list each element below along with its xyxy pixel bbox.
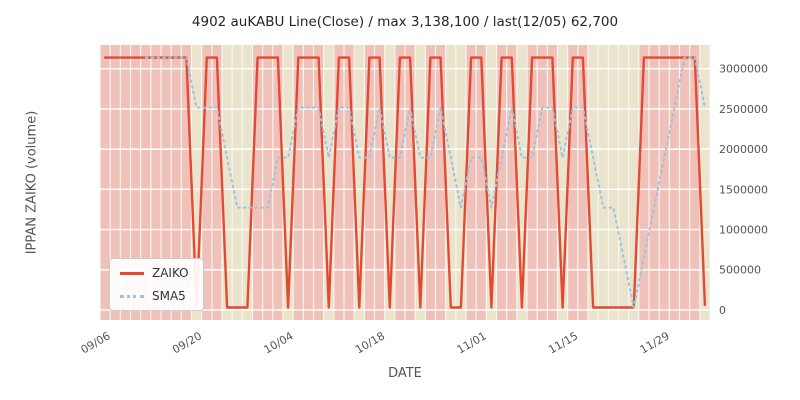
day-band (527, 45, 537, 320)
day-band (608, 45, 618, 320)
day-band (385, 45, 395, 320)
day-band (110, 45, 120, 320)
y-tick-label: 500000 (719, 264, 761, 277)
day-band (537, 45, 547, 320)
day-band (619, 45, 629, 320)
legend: ZAIKO SMA5 (109, 258, 204, 311)
day-band (700, 45, 710, 320)
day-band (690, 45, 700, 320)
y-tick-label: 1000000 (719, 224, 768, 237)
day-band (222, 45, 232, 320)
day-band (181, 45, 191, 320)
x-axis-label: DATE (388, 366, 422, 381)
x-tick-label: 09/20 (170, 329, 204, 356)
day-band (578, 45, 588, 320)
day-band (334, 45, 344, 320)
legend-label-sma5: SMA5 (152, 289, 186, 303)
day-band (680, 45, 690, 320)
day-band (242, 45, 252, 320)
sma5-line-swatch (120, 294, 144, 298)
day-band (120, 45, 130, 320)
day-band (547, 45, 557, 320)
x-tick-label: 11/15 (546, 329, 580, 356)
day-band (314, 45, 324, 320)
sma5-line (144, 56, 706, 309)
day-band (171, 45, 181, 320)
day-band (629, 45, 639, 320)
day-band (375, 45, 385, 320)
day-band (303, 45, 313, 320)
legend-item-sma5: SMA5 (120, 289, 189, 303)
day-band (517, 45, 527, 320)
day-band (446, 45, 456, 320)
day-band (253, 45, 263, 320)
zaiko-line-swatch (120, 271, 144, 275)
day-band (212, 45, 222, 320)
day-band (161, 45, 171, 320)
day-band (425, 45, 435, 320)
day-band (141, 45, 151, 320)
y-axis-label: IPPAN ZAIKO (volume) (24, 110, 40, 255)
day-band (232, 45, 242, 320)
day-band (293, 45, 303, 320)
x-tick-label: 09/06 (79, 329, 113, 356)
day-band (100, 45, 110, 320)
day-band (283, 45, 293, 320)
day-band (588, 45, 598, 320)
day-band (344, 45, 354, 320)
day-band (639, 45, 649, 320)
day-band (486, 45, 496, 320)
day-band (324, 45, 334, 320)
y-tick-label: 0 (719, 304, 726, 317)
zaiko-line (103, 56, 707, 309)
day-band (273, 45, 283, 320)
x-tick-label: 11/01 (455, 329, 489, 356)
day-band (405, 45, 415, 320)
day-band (192, 45, 202, 320)
y-tick-label: 2000000 (719, 143, 768, 156)
legend-item-zaiko: ZAIKO (120, 266, 189, 280)
day-band (263, 45, 273, 320)
x-tick-label: 10/18 (353, 329, 387, 356)
day-band (598, 45, 608, 320)
legend-label-zaiko: ZAIKO (152, 266, 189, 280)
day-band (354, 45, 364, 320)
day-band (497, 45, 507, 320)
day-band (364, 45, 374, 320)
y-tick-label: 1500000 (719, 183, 768, 196)
x-tick-label: 10/04 (262, 329, 296, 356)
y-tick-label: 2500000 (719, 103, 768, 116)
day-band (649, 45, 659, 320)
day-band (558, 45, 568, 320)
day-band (669, 45, 679, 320)
day-band (456, 45, 466, 320)
day-band (436, 45, 446, 320)
day-band (568, 45, 578, 320)
day-band (202, 45, 212, 320)
chart-title: 4902 auKABU Line(Close) / max 3,138,100 … (191, 14, 619, 30)
day-band (466, 45, 476, 320)
day-band (151, 45, 161, 320)
day-band (395, 45, 405, 320)
day-band (415, 45, 425, 320)
day-band (507, 45, 517, 320)
day-band (131, 45, 141, 320)
y-tick-label: 3000000 (719, 63, 768, 76)
day-band (476, 45, 486, 320)
x-tick-label: 11/29 (638, 329, 672, 356)
day-band (659, 45, 669, 320)
